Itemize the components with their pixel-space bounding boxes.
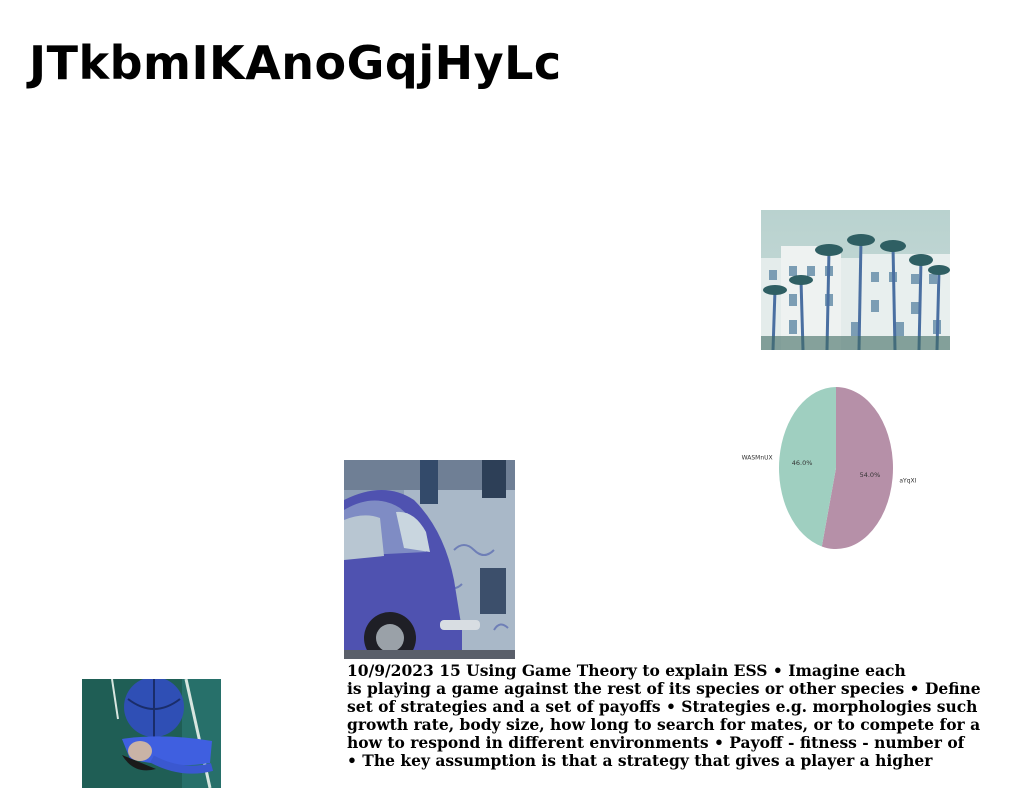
person-with-ball-photo <box>82 679 221 788</box>
text-line: set of strategies and a set of payoffs •… <box>347 697 978 716</box>
pie-percent-label: 54.0% <box>860 471 881 479</box>
pie-slice <box>821 387 893 549</box>
text-line: how to respond in different environments… <box>347 733 965 752</box>
pie-chart: 54.0% aYqXI 46.0% WASMnUX <box>735 380 935 560</box>
pie-percent-label: 46.0% <box>792 459 813 467</box>
text-line: growth rate, body size, how long to sear… <box>347 715 981 734</box>
pie-slice <box>779 387 836 547</box>
text-line: 10/9/2023 15 Using Game Theory to explai… <box>347 661 906 680</box>
text-line: is playing a game against the rest of it… <box>347 679 981 698</box>
palm-trees-building-photo <box>761 210 950 350</box>
pie-category-label: aYqXI <box>899 477 916 484</box>
slide-body-text: 10/9/2023 15 Using Game Theory to explai… <box>347 662 1017 770</box>
text-line: • The key assumption is that a strategy … <box>347 751 933 770</box>
blue-vintage-car-photo <box>344 460 515 659</box>
page-title: JTkbmIKAnoGqjHyLc <box>29 36 562 90</box>
pie-category-label: WASMnUX <box>742 455 773 462</box>
